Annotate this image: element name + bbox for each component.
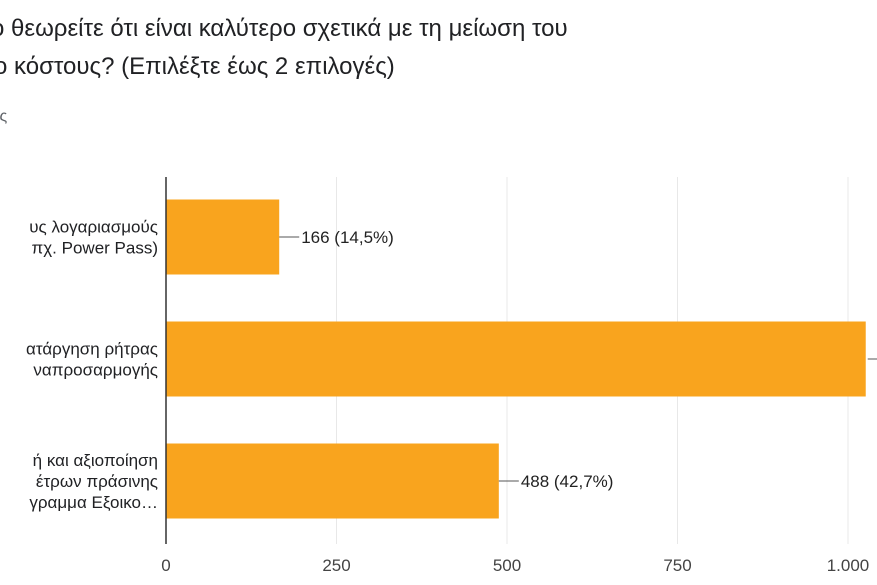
- question-title-line-2: ο κόστους? (Επιλέξτε έως 2 επιλογές): [0, 53, 395, 80]
- bar-0: [166, 199, 280, 275]
- question-title: ο θεωρείτε ότι είναι καλύτερο σχετικά με…: [0, 10, 877, 86]
- x-tick-label-2: 500: [493, 556, 521, 575]
- x-tick-label-3: 750: [663, 556, 691, 575]
- x-tick-label-1: 250: [322, 556, 350, 575]
- x-tick-label-4: 1.000: [827, 556, 870, 575]
- x-tick-label-0: 0: [161, 556, 170, 575]
- question-title-line-1: ο θεωρείτε ότι είναι καλύτερο σχετικά με…: [0, 15, 568, 42]
- category-label-1-0: ατάργηση ρήτρας: [26, 340, 158, 359]
- category-label-2-1: έτρων πράσινης: [36, 472, 158, 491]
- category-label-1-1: ναπροσαρμογής: [33, 361, 158, 380]
- category-label-2-2: γραμμα Εξοικο…: [29, 493, 158, 512]
- category-label-0-1: πχ. Power Pass): [32, 239, 158, 258]
- category-label-2-0: ή και αξιοποίηση: [33, 451, 158, 470]
- category-label-0-0: υς λογαριασμούς: [29, 218, 158, 237]
- data-label-2: 488 (42,7%): [521, 472, 614, 491]
- response-count: ις: [0, 108, 8, 125]
- bar-2: [166, 443, 499, 519]
- bar-1: [166, 321, 866, 397]
- data-label-0: 166 (14,5%): [301, 228, 394, 247]
